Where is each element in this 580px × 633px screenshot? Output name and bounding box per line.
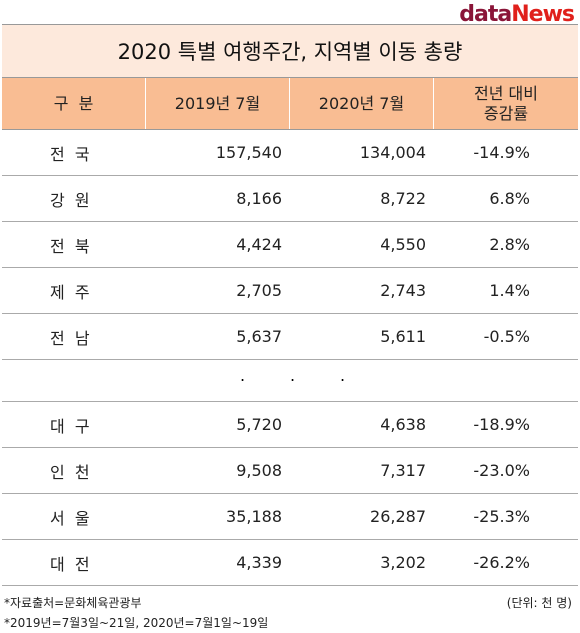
- ellipsis-row: ...: [2, 360, 578, 402]
- header-cell: 2019년 7월: [146, 78, 290, 129]
- header-cell: 구 분: [2, 78, 146, 129]
- region-cell: 전 북: [50, 236, 90, 256]
- value-cell: 4,638: [380, 415, 426, 434]
- region-cell: 인 천: [50, 462, 90, 482]
- region-cell: 대 구: [50, 416, 90, 436]
- value-cell: 2,743: [380, 281, 426, 300]
- table-row: 전 남 5,637 5,611 -0.5%: [2, 314, 578, 360]
- value-cell: 134,004: [359, 143, 426, 162]
- value-cell: -18.9%: [473, 415, 530, 434]
- value-cell: 157,540: [215, 143, 282, 162]
- region-cell: 강 원: [50, 190, 90, 210]
- logo: dataNews: [459, 2, 575, 27]
- region-cell: 대 전: [50, 554, 90, 574]
- table-row: 대 전 4,339 3,202 -26.2%: [2, 540, 578, 586]
- table-row: 서 울 35,188 26,287 -25.3%: [2, 494, 578, 540]
- value-cell: -25.3%: [473, 507, 530, 526]
- value-cell: 8,166: [236, 189, 282, 208]
- table-row: 인 천 9,508 7,317 -23.0%: [2, 448, 578, 494]
- header-cell: 전년 대비 증감률: [474, 83, 538, 123]
- period-note: *2019년=7월3일~21일, 2020년=7월1일~19일: [4, 616, 269, 630]
- source-note: *자료출처=문화체육관광부: [4, 596, 142, 610]
- table-row: 제 주 2,705 2,743 1.4%: [2, 268, 578, 314]
- ellipsis-dot: .: [290, 366, 296, 385]
- table-row: 강 원 8,166 8,722 6.8%: [2, 176, 578, 222]
- value-cell: 7,317: [380, 461, 426, 480]
- value-cell: 35,188: [226, 507, 282, 526]
- table-row: 대 구 5,720 4,638 -18.9%: [2, 402, 578, 448]
- value-cell: -14.9%: [473, 143, 530, 162]
- value-cell: -0.5%: [483, 327, 530, 346]
- logo-news: News: [511, 2, 575, 27]
- region-cell: 제 주: [50, 282, 90, 302]
- value-cell: 6.8%: [489, 189, 530, 208]
- value-cell: 8,722: [380, 189, 426, 208]
- value-cell: 9,508: [236, 461, 282, 480]
- ellipsis-dot: .: [240, 366, 246, 385]
- region-cell: 전 국: [50, 144, 90, 164]
- logo-data: data: [459, 2, 512, 27]
- value-cell: 4,424: [236, 235, 282, 254]
- value-cell: 3,202: [380, 553, 426, 572]
- value-cell: 4,339: [236, 553, 282, 572]
- value-cell: 5,637: [236, 327, 282, 346]
- value-cell: 26,287: [370, 507, 426, 526]
- value-cell: 5,611: [380, 327, 426, 346]
- region-cell: 전 남: [50, 328, 90, 348]
- value-cell: 4,550: [380, 235, 426, 254]
- header-row: 구 분 2019년 7월 2020년 7월 전년 대비 증감률: [2, 78, 578, 130]
- ellipsis-dot: .: [340, 366, 346, 385]
- region-cell: 서 울: [50, 508, 90, 528]
- table-title: 2020 특별 여행주간, 지역별 이동 총량: [2, 24, 578, 78]
- header-cell: 2020년 7월: [290, 78, 434, 129]
- value-cell: 1.4%: [489, 281, 530, 300]
- value-cell: 2.8%: [489, 235, 530, 254]
- table-row: 전 국 157,540 134,004 -14.9%: [2, 130, 578, 176]
- unit-note: (단위: 천 명): [506, 596, 572, 610]
- value-cell: 5,720: [236, 415, 282, 434]
- value-cell: -23.0%: [473, 461, 530, 480]
- table-row: 전 북 4,424 4,550 2.8%: [2, 222, 578, 268]
- value-cell: 2,705: [236, 281, 282, 300]
- value-cell: -26.2%: [473, 553, 530, 572]
